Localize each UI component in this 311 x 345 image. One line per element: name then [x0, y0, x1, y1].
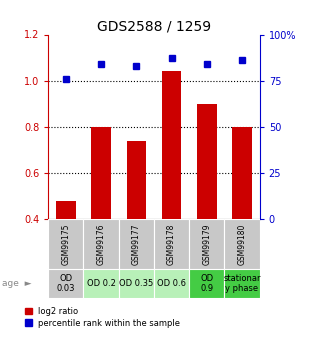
Title: GDS2588 / 1259: GDS2588 / 1259 [97, 19, 211, 33]
Bar [83, 269, 119, 298]
Bar [48, 219, 83, 269]
Bar [48, 269, 83, 298]
Text: GSM99179: GSM99179 [202, 223, 211, 265]
Legend: log2 ratio, percentile rank within the sample: log2 ratio, percentile rank within the s… [25, 307, 180, 327]
Text: GSM99180: GSM99180 [238, 224, 247, 265]
Bar [91, 127, 111, 311]
Text: GSM99176: GSM99176 [97, 223, 105, 265]
Text: OD 0.6: OD 0.6 [157, 279, 186, 288]
Text: OD
0.9: OD 0.9 [200, 274, 213, 294]
Text: OD 0.2: OD 0.2 [87, 279, 115, 288]
Text: GSM99175: GSM99175 [61, 223, 70, 265]
Bar [56, 201, 76, 311]
Bar [119, 269, 154, 298]
Text: stationar
y phase: stationar y phase [223, 274, 261, 294]
Bar [225, 269, 260, 298]
Bar [154, 269, 189, 298]
Bar [225, 219, 260, 269]
Text: GSM99177: GSM99177 [132, 223, 141, 265]
Bar [83, 219, 119, 269]
Text: GSM99178: GSM99178 [167, 224, 176, 265]
Text: age  ►: age ► [2, 279, 31, 288]
Text: OD
0.03: OD 0.03 [57, 274, 75, 294]
Bar [162, 71, 181, 311]
Bar [197, 104, 216, 311]
Bar [127, 141, 146, 311]
Bar [119, 219, 154, 269]
Bar [232, 127, 252, 311]
Bar [154, 219, 189, 269]
Bar [189, 219, 225, 269]
Bar [189, 269, 225, 298]
Text: OD 0.35: OD 0.35 [119, 279, 153, 288]
